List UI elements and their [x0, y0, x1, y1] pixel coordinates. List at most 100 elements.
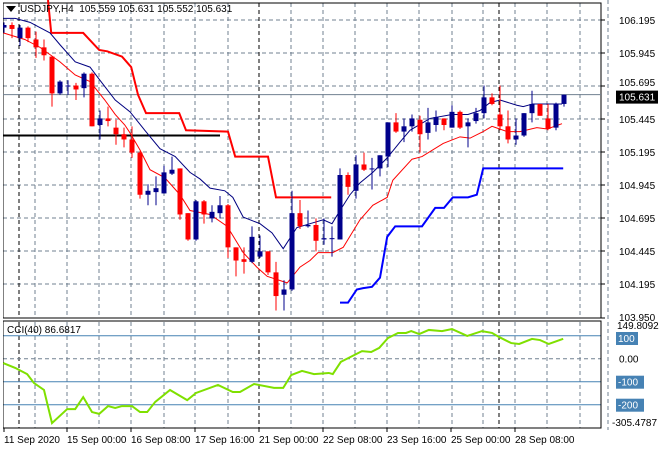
- candle-body: [49, 56, 55, 94]
- candle-body: [25, 27, 31, 39]
- candle: [17, 25, 23, 47]
- candle: [121, 127, 127, 148]
- candle-body: [441, 118, 447, 125]
- candle: [169, 156, 175, 175]
- candle-body: [249, 236, 255, 262]
- candle: [553, 102, 559, 131]
- candle: [153, 176, 159, 206]
- candle: [249, 226, 255, 264]
- candle: [329, 226, 335, 257]
- candle: [361, 152, 367, 172]
- current-price-tag: [616, 90, 658, 104]
- candle-body: [121, 134, 127, 140]
- candle: [449, 105, 455, 128]
- candle-body: [377, 155, 383, 169]
- candle-body: [369, 168, 375, 170]
- candle-body: [233, 247, 239, 261]
- candle: [73, 82, 79, 100]
- candle: [313, 218, 319, 252]
- price-axis-label: 104.945: [619, 181, 656, 192]
- candle-body: [41, 47, 47, 56]
- candle-body: [449, 111, 455, 128]
- time-axis-label: 25 Sep 00:00: [451, 435, 511, 446]
- candle: [233, 247, 239, 277]
- candle-body: [57, 81, 63, 94]
- candle: [97, 110, 103, 140]
- candle: [177, 168, 183, 220]
- candle-body: [361, 164, 367, 170]
- candle: [465, 118, 471, 148]
- candle-body: [97, 118, 103, 125]
- candle: [65, 80, 71, 95]
- candle-body: [385, 122, 391, 157]
- candle: [289, 190, 295, 291]
- candle-body: [521, 113, 527, 136]
- current-price-label: 105.631: [619, 93, 656, 104]
- candle: [529, 90, 535, 123]
- candle: [41, 39, 47, 61]
- price-axis-label: 104.445: [619, 247, 656, 258]
- candle-body: [1, 25, 7, 28]
- candle: [25, 26, 31, 43]
- candle-body: [305, 225, 311, 227]
- candle-body: [529, 103, 535, 114]
- candle-body: [473, 113, 479, 122]
- candle-body: [81, 73, 87, 89]
- dropdown-triangle-icon[interactable]: [6, 6, 16, 13]
- candle-body: [129, 139, 135, 153]
- candle: [33, 31, 39, 58]
- candle-body: [561, 94, 567, 104]
- candle: [305, 210, 311, 228]
- candle-body: [393, 122, 399, 132]
- candle-body: [313, 225, 319, 241]
- candle-body: [145, 190, 151, 195]
- candle: [513, 118, 519, 145]
- candle: [57, 80, 63, 95]
- cci-line: [2, 327, 564, 425]
- candle: [185, 213, 191, 241]
- candle: [321, 218, 327, 245]
- price-axis-label: 105.695: [619, 78, 656, 89]
- candle-body: [9, 25, 15, 29]
- candle-body: [153, 188, 159, 193]
- candle-body: [137, 152, 143, 195]
- candle-body: [241, 259, 247, 262]
- price-axis-label: 105.445: [619, 115, 656, 126]
- slow-ma-line: [3, 17, 562, 250]
- candle: [401, 118, 407, 143]
- candle-body: [281, 289, 287, 295]
- cci-min-label: -305.4787: [612, 418, 657, 429]
- candle: [49, 56, 55, 107]
- candle-body: [161, 172, 167, 194]
- candle-body: [481, 97, 487, 114]
- candle: [353, 155, 359, 199]
- candle: [145, 184, 151, 206]
- candle: [193, 200, 199, 241]
- candle-body: [185, 213, 191, 240]
- time-axis-label: 21 Sep 00:00: [259, 435, 319, 446]
- candle-body: [273, 272, 279, 297]
- candle: [433, 110, 439, 132]
- cci-level-label: -100: [618, 378, 638, 389]
- close-value: 105.631: [196, 4, 233, 15]
- candle-body: [329, 238, 335, 240]
- chart-header: USDJPY,H4 105.559 105.631 105.552 105.63…: [6, 4, 232, 15]
- time-axis-label: 17 Sep 16:00: [195, 435, 255, 446]
- candle-body: [457, 111, 463, 128]
- price-axis-label: 104.695: [619, 214, 656, 225]
- cci-max-label: 149.8092: [617, 321, 659, 332]
- cci-level-label: 100: [618, 334, 635, 345]
- candle: [545, 103, 551, 131]
- candle-body: [257, 251, 263, 257]
- candle: [129, 126, 135, 158]
- candle: [89, 72, 95, 127]
- symbol-label: USDJPY,H4: [20, 4, 74, 15]
- candle: [561, 94, 567, 107]
- time-axis-label: 11 Sep 2020: [4, 435, 60, 446]
- candle: [393, 113, 399, 133]
- candle-body: [417, 119, 423, 135]
- time-axis-label: 23 Sep 16:00: [387, 435, 447, 446]
- candle-body: [105, 118, 111, 122]
